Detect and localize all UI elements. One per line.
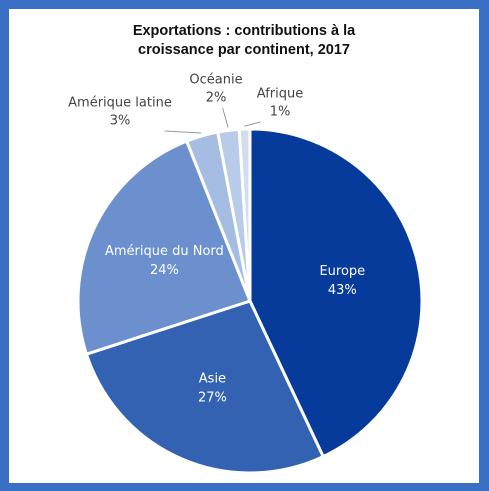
slice-value-label: 3% bbox=[110, 114, 131, 129]
slice-label: Afrique bbox=[257, 87, 303, 102]
pie-slice bbox=[84, 299, 326, 475]
slice-label: Amérique du Nord bbox=[105, 244, 224, 259]
slice-value-label: 2% bbox=[206, 91, 227, 106]
slice-label: Amérique latine bbox=[68, 96, 172, 111]
slice-value-label: 27% bbox=[198, 390, 227, 405]
chart-title: Exportations : contributions à la bbox=[133, 23, 356, 39]
pie-slice bbox=[237, 127, 252, 302]
slice-value-label: 43% bbox=[328, 283, 357, 298]
slice-label: Océanie bbox=[189, 73, 242, 88]
leader-line bbox=[164, 130, 202, 134]
slice-label: Asie bbox=[199, 371, 226, 386]
slice-value-label: 24% bbox=[150, 263, 179, 278]
chart-title: croissance par continent, 2017 bbox=[138, 42, 350, 58]
leader-line bbox=[244, 121, 261, 127]
slice-label: Europe bbox=[319, 264, 365, 279]
slice-value-label: 1% bbox=[270, 105, 291, 120]
leader-line bbox=[222, 107, 229, 128]
pie-slice bbox=[248, 127, 424, 459]
